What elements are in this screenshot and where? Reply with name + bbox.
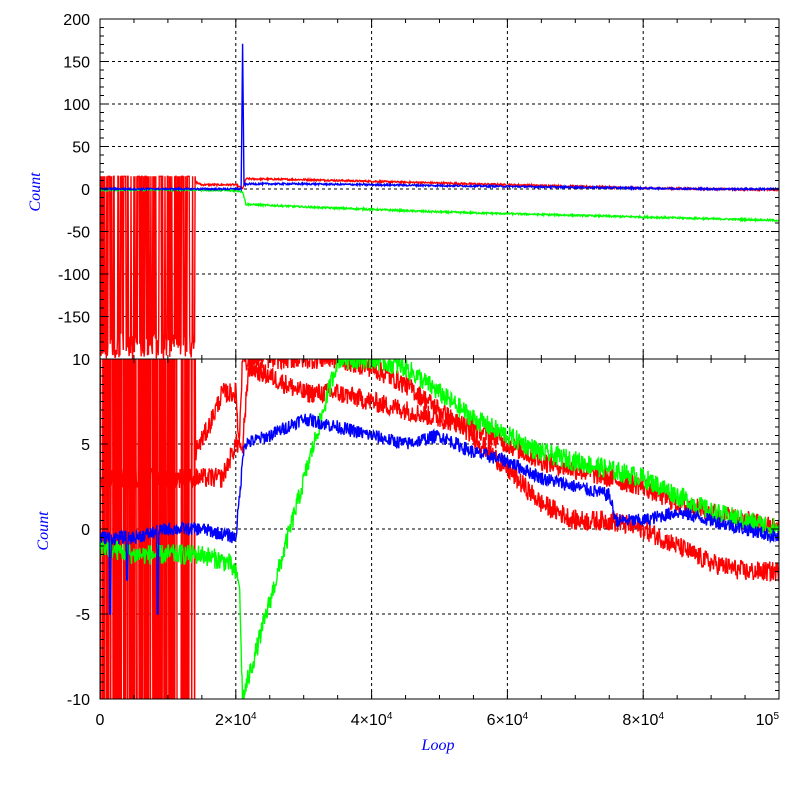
ticks [99,18,780,360]
x-axis-label: Loop [421,737,455,754]
series-line [100,413,779,615]
y-tick-label: 5 [81,437,90,454]
y-tick-label: 200 [63,12,90,29]
series-group [100,359,779,699]
upper-y-axis-label: Count [27,172,44,212]
y-tick-label: 100 [63,97,90,114]
series-group [100,43,779,359]
lower-y-axis-label: Count [35,511,52,551]
upper-panel: 200 150 100 50 0 -50 -100 -150 [58,12,780,360]
series-line [100,359,779,699]
y-tick-label: 150 [63,55,90,72]
y-tick-label: 0 [81,522,90,539]
x-tick-label: 6×104 [487,711,529,729]
series-line [100,175,779,359]
x-tick-label: 2×104 [215,711,257,729]
y-tick-label: -100 [58,267,90,284]
series-line-upper [100,359,779,536]
series-line [100,43,779,192]
x-tick-label: 4×104 [351,711,393,729]
y-tick-label: 0 [81,182,90,199]
y-tick-label: -5 [76,607,90,624]
series-line [100,187,779,223]
x-tick-label: 0 [96,712,105,729]
y-tick-label: -10 [67,692,90,709]
x-tick-label: 105 [756,711,780,729]
ticks [99,358,780,700]
y-tick-label: -150 [58,310,90,327]
y-tick-label: 50 [72,140,90,157]
y-tick-label: 10 [72,352,90,369]
x-tick-label: 8×104 [622,711,664,729]
y-tick-label: -50 [67,225,90,242]
grid [100,359,779,699]
